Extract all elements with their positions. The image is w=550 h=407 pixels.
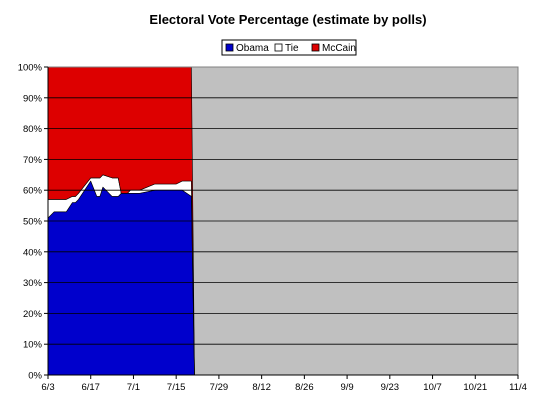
- x-tick-label: 7/29: [210, 382, 229, 393]
- legend-box: [221, 39, 357, 56]
- y-tick-label: 80%: [23, 124, 43, 135]
- legend-swatch-mccain: [311, 43, 320, 52]
- chart-title: Electoral Vote Percentage (estimate by p…: [149, 12, 426, 27]
- y-tick-label: 40%: [23, 247, 43, 258]
- x-tick-label: 6/17: [81, 382, 100, 393]
- x-tick-label: 9/23: [381, 382, 400, 393]
- x-tick-label: 8/26: [295, 382, 314, 393]
- x-tick-label: 7/15: [167, 382, 186, 393]
- y-tick-label: 0%: [28, 371, 42, 382]
- legend-swatch-tie: [274, 43, 283, 52]
- legend-label-tie: Tie: [285, 43, 299, 54]
- legend: Obama Tie McCain: [221, 39, 357, 56]
- y-tick-label: 10%: [23, 340, 43, 351]
- y-tick-label: 20%: [23, 309, 43, 320]
- legend-label-mccain: McCain: [322, 43, 356, 54]
- x-tick-label: 9/9: [340, 382, 353, 393]
- y-tick-label: 50%: [23, 217, 43, 228]
- legend-label-obama: Obama: [236, 43, 269, 54]
- x-tick-label: 10/21: [463, 382, 487, 393]
- y-tick-label: 60%: [23, 186, 43, 197]
- y-tick-label: 70%: [23, 155, 43, 166]
- x-tick-label: 8/12: [252, 382, 271, 393]
- x-tick-label: 10/7: [423, 382, 442, 393]
- x-tick-label: 11/4: [509, 382, 527, 393]
- y-tick-label: 30%: [23, 278, 43, 289]
- x-tick-label: 6/3: [41, 382, 54, 393]
- y-tick-label: 90%: [23, 93, 43, 104]
- legend-swatch-obama: [225, 43, 234, 52]
- y-tick-label: 100%: [18, 63, 43, 74]
- series-area-obama: [47, 180, 195, 376]
- x-tick-label: 7/1: [127, 382, 140, 393]
